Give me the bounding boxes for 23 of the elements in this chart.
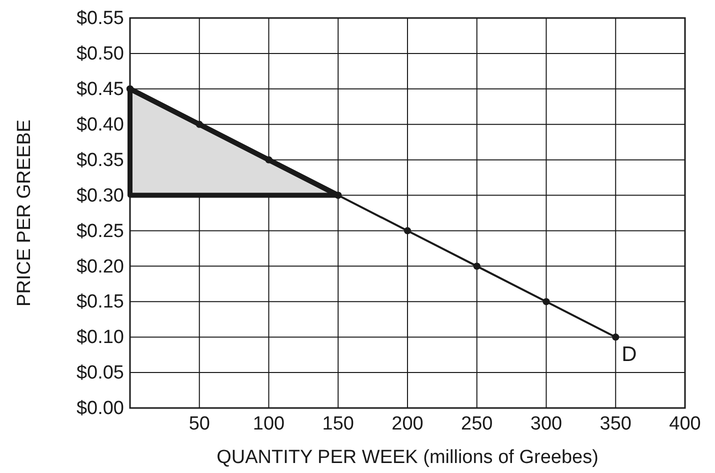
x-tick-label: 250 [461,413,493,434]
y-tick-label: $0.00 [76,398,124,420]
y-tick-label: $0.35 [76,150,124,171]
x-tick-label: 150 [322,413,354,434]
annotation: D [622,343,637,366]
y-tick-label: $0.55 [76,8,124,30]
x-tick-label: 200 [392,413,424,434]
y-tick-label: $0.45 [76,78,124,100]
x-tick-label: 400 [669,413,701,434]
y-tick-label: $0.50 [76,44,124,65]
x-tick-label: 350 [600,413,632,434]
y-tick-label: $0.15 [76,292,124,313]
x-tick-label: 100 [252,413,285,434]
x-axis-title: QUANTITY PER WEEK (millions of Greebes) [216,447,598,468]
y-tick-label: $0.30 [76,185,124,206]
y-tick-label: $0.20 [76,256,124,278]
y-axis-title: PRICE PER GREEBE [14,120,35,306]
x-tick-label: 50 [188,413,210,434]
y-tick-label: $0.40 [76,114,124,136]
y-tick-label: $0.25 [76,220,124,242]
x-tick-label: 300 [530,413,562,434]
y-tick-label: $0.10 [76,327,124,348]
y-tick-label: $0.05 [76,362,124,384]
